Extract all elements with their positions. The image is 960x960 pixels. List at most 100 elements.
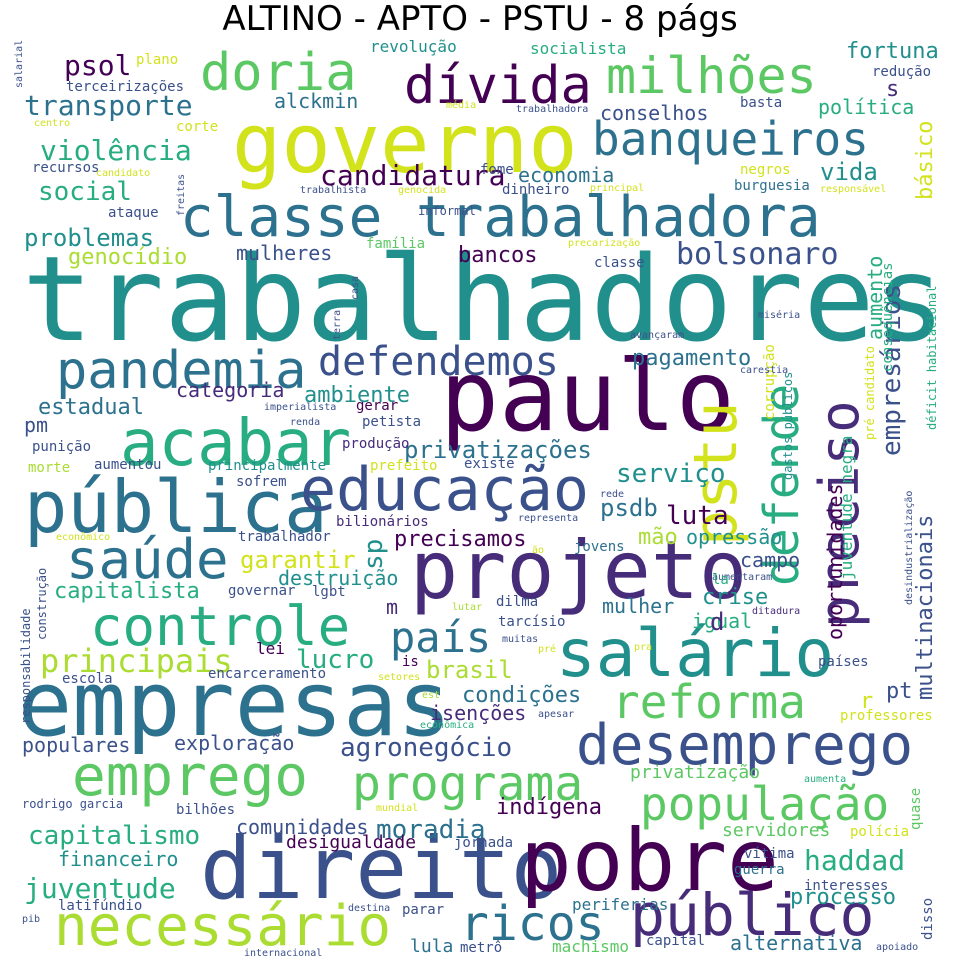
word-apoiado: apoiado <box>876 942 918 953</box>
word-financeiro: financeiro <box>58 847 178 871</box>
word-desigualdade: desigualdade <box>286 832 416 853</box>
word-preciso: preciso <box>808 400 871 628</box>
word-mulher: mulher <box>602 594 674 618</box>
word-problemas: problemas <box>24 224 154 252</box>
word-empresas: empresas <box>18 652 451 757</box>
word-bancos: bancos <box>458 243 537 268</box>
word-freitas: freitas <box>176 174 187 216</box>
word-trabalhadores: trabalhadores <box>22 230 946 368</box>
word-trabalhadora: trabalhadora <box>516 104 588 115</box>
word-principais: principais <box>40 642 233 680</box>
word-pre: pré <box>538 643 556 655</box>
word-privatizacao: privatização <box>630 762 760 783</box>
word-deficit-habitacional: déficit habitacional <box>925 286 939 431</box>
word-conselhos: conselhos <box>600 101 708 125</box>
word-parar: parar <box>402 902 444 918</box>
word-revolucao: revolução <box>370 37 457 56</box>
word-gerar: gerar <box>356 398 398 414</box>
word-corrupcao: corrupção <box>762 344 778 420</box>
word-genocidio: genocídio <box>68 245 187 270</box>
word-pobre: pobre <box>520 811 779 911</box>
word-economica: econômica <box>420 719 474 731</box>
word-servidores: servidores <box>722 820 830 841</box>
word-existe: existe <box>464 456 515 472</box>
word-garantir: garantir <box>240 546 356 574</box>
word-social: social <box>38 177 132 207</box>
word-sp: sp <box>359 539 389 570</box>
word-estadual: estadual <box>38 395 144 420</box>
word-machismo: machismo <box>552 937 629 956</box>
word-milhoes: milhões <box>606 47 817 105</box>
word-paulo: paulo <box>440 340 735 454</box>
word-disso: disso <box>920 898 936 940</box>
word-lula: lula <box>410 936 453 957</box>
word-destina: destina <box>348 903 390 914</box>
word-ambiente: ambiente <box>304 383 410 408</box>
word-socialista: socialista <box>530 39 626 58</box>
word-basta: basta <box>740 95 782 111</box>
word-publica: pública <box>24 465 327 549</box>
word-reducao: redução <box>872 64 931 80</box>
word-economico: econômico <box>56 531 110 543</box>
word-publico: público <box>630 881 874 949</box>
word-salarial: salarial <box>14 40 25 88</box>
word-punicao: punição <box>32 439 91 455</box>
word-reforma: reforma <box>612 675 806 729</box>
word-processo: processo <box>790 885 896 910</box>
word-principalmente: principalmente <box>208 458 326 474</box>
word-terra: terra <box>332 310 343 340</box>
word-recursos: recursos <box>32 160 99 176</box>
word-guerra: guerra <box>734 862 785 878</box>
word-centro: centro <box>34 118 70 129</box>
word-indigena: indígena <box>496 795 602 820</box>
word-imperialista: imperialista <box>264 402 336 413</box>
word-capital: capital <box>646 933 705 949</box>
word-pais: país <box>390 613 491 662</box>
word-informal: informal <box>418 204 476 218</box>
word-periferias: periferias <box>572 895 668 914</box>
word-aumentaram: aumentaram <box>712 572 772 583</box>
word-comunidades: comunidades <box>236 815 368 839</box>
word-internacional: internacional <box>244 948 322 959</box>
word-governo: governo <box>232 97 578 192</box>
word-latifundio: latifúndio <box>58 898 142 914</box>
word-saude: saúde <box>66 528 229 591</box>
word-alckmin: alckmin <box>274 89 358 113</box>
word-negros: negros <box>740 162 791 178</box>
word-consequencias: consequências <box>880 262 896 372</box>
word-morte: morte <box>28 460 70 476</box>
word-pandemia: pandemia <box>56 341 306 401</box>
word-genocida: genocida <box>398 185 446 196</box>
word-emprego: emprego <box>72 744 308 809</box>
word-crise: crise <box>702 585 768 610</box>
word-acabar: acabar <box>120 407 351 481</box>
word-r: r <box>860 689 873 714</box>
word-categoria: categoria <box>176 378 284 402</box>
word-construcao: construção <box>35 568 49 640</box>
word-igual: igual <box>692 609 752 633</box>
word-pstu: pstu <box>681 402 751 547</box>
word-corte: corte <box>176 119 218 135</box>
word-moradia: moradia <box>376 815 486 845</box>
word-ataque: ataque <box>108 205 159 221</box>
word-rodrigo-garcia: rodrigo garcia <box>22 797 123 811</box>
word-jornada: jornada <box>454 835 513 851</box>
word-empresarios: empresários <box>877 284 907 456</box>
word-controle: controle <box>90 595 350 658</box>
word-brasil: brasil <box>426 656 513 684</box>
word-prefeito: prefeito <box>370 458 437 474</box>
word-capitalista: capitalista <box>54 579 200 604</box>
word-lutar: lutar <box>452 602 482 613</box>
word-sofrem: sofrem <box>236 474 287 490</box>
word-metro: metrô <box>460 940 502 956</box>
word-familia: família <box>366 236 425 252</box>
word-fome: fome <box>480 162 514 178</box>
word-lei: lei <box>256 639 285 658</box>
word-condicoes: condições <box>462 683 581 708</box>
word-violencia: violência <box>40 134 192 167</box>
word-destruicao: destruição <box>278 566 398 590</box>
word-campo: campo <box>740 548 800 572</box>
word-necessario: necessário <box>54 894 391 959</box>
word-oportunidades: oportunidades <box>823 483 847 640</box>
